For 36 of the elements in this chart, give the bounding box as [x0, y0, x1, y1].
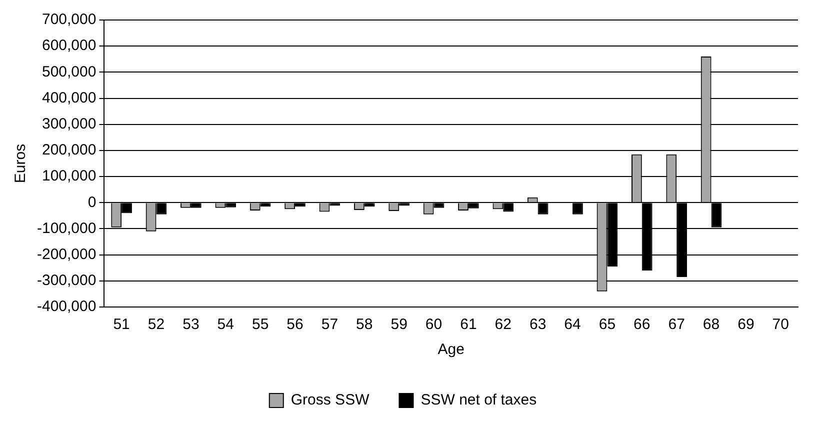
- x-tick-label: 62: [494, 316, 512, 334]
- x-tick-label: 54: [217, 316, 234, 334]
- x-tick-label: 58: [356, 316, 373, 334]
- x-tick-label: 63: [529, 316, 546, 334]
- x-tick-label: 60: [425, 316, 442, 334]
- legend-label: SSW net of taxes: [420, 392, 537, 409]
- y-tick-label: 0: [88, 194, 96, 211]
- x-tick-label: 53: [182, 316, 200, 334]
- x-tick-label: 67: [668, 316, 685, 334]
- x-tick-label: 69: [738, 316, 754, 334]
- x-tick-label: 70: [772, 316, 789, 334]
- y-axis-title: Euros: [12, 144, 30, 184]
- x-axis-title: Age: [438, 341, 464, 358]
- y-tick-label: 200,000: [42, 142, 96, 159]
- legend-label: Gross SSW: [290, 392, 370, 409]
- x-tick-label: 68: [702, 316, 720, 334]
- x-tick-label: 65: [598, 316, 616, 334]
- y-tick-label: -400,000: [37, 298, 96, 316]
- x-tick-label: 51: [113, 316, 130, 334]
- x-tick-label: 66: [634, 316, 650, 334]
- x-tick-label: 57: [321, 316, 338, 334]
- y-tick-label: 100,000: [42, 168, 96, 185]
- y-tick-label: -300,000: [37, 272, 96, 290]
- x-tick-label: 52: [148, 316, 165, 334]
- x-tick-label: 59: [390, 316, 408, 334]
- x-tick-label: 61: [460, 316, 477, 334]
- y-tick-label: 600,000: [42, 37, 96, 54]
- y-tick-label: 300,000: [42, 116, 96, 133]
- x-tick-label: 55: [252, 316, 269, 334]
- x-tick-label: 56: [286, 316, 304, 334]
- x-tick-label: 64: [564, 316, 581, 334]
- y-tick-label: 700,000: [42, 11, 96, 28]
- y-tick-label: 500,000: [42, 63, 96, 80]
- y-tick-label: 400,000: [42, 89, 96, 106]
- y-tick-label: -200,000: [37, 246, 96, 263]
- y-tick-label: -100,000: [37, 220, 96, 237]
